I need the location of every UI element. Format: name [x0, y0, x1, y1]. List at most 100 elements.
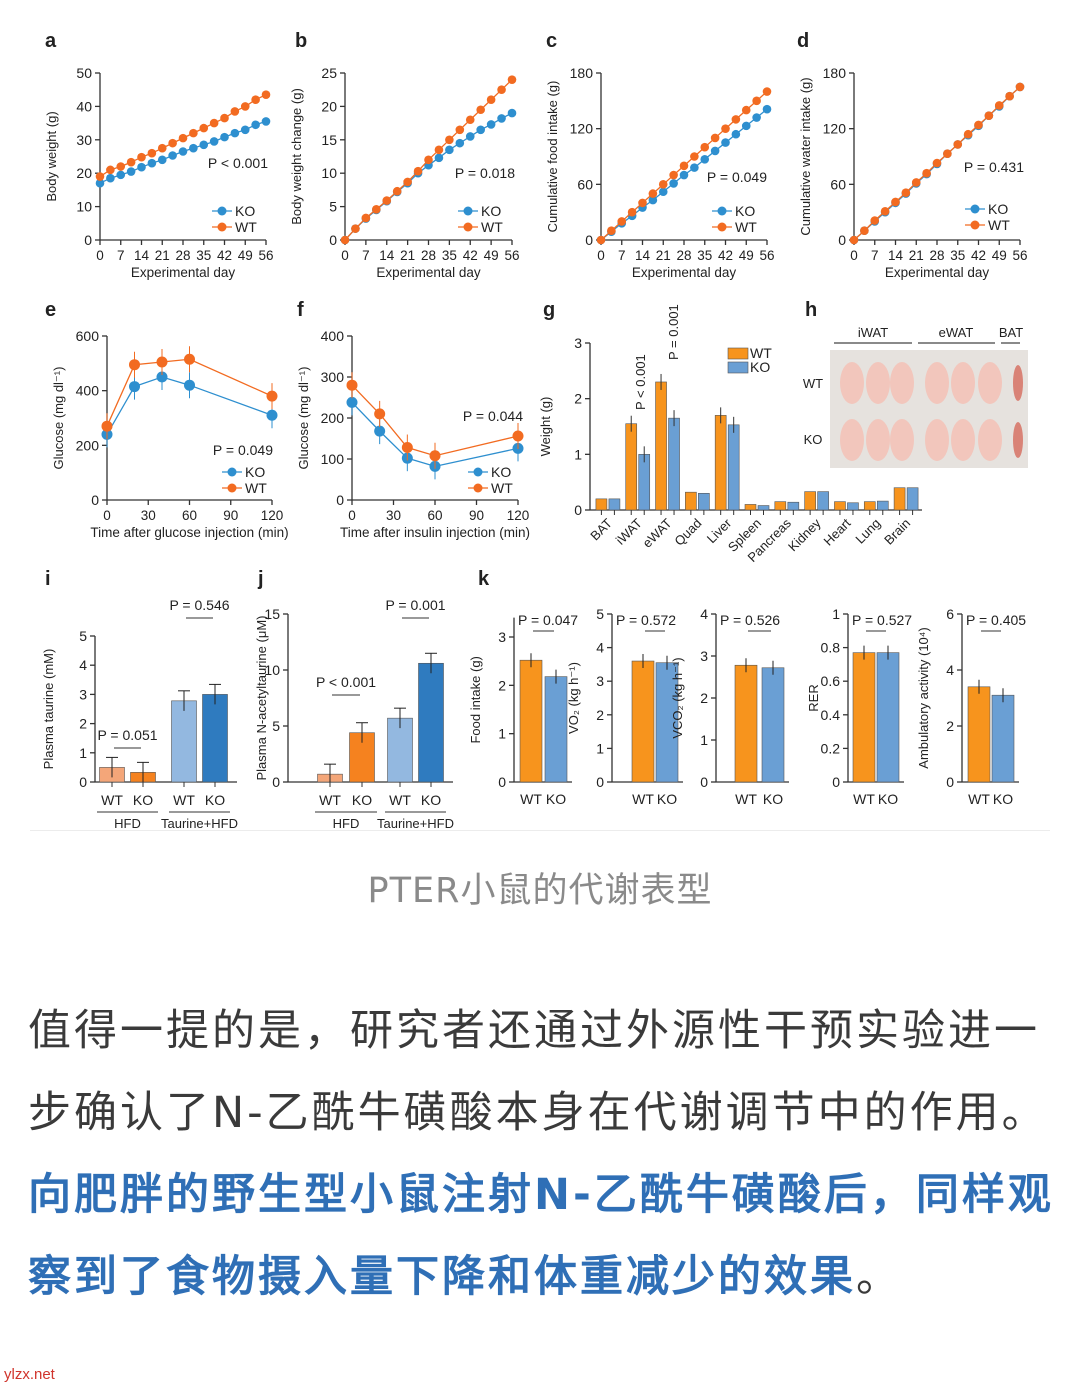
bar-wt — [685, 491, 697, 511]
x-tick-label: KO — [763, 791, 783, 807]
data-point-wt — [445, 135, 454, 145]
y-tick-label: 0 — [832, 774, 840, 790]
data-point-wt — [465, 115, 475, 125]
y-axis-label: Glucose (mg dl⁻¹) — [296, 367, 311, 470]
x-tick-label: WT — [735, 791, 757, 807]
bar-ko — [761, 667, 785, 783]
data-point-ko — [156, 371, 168, 383]
data-point-wt — [731, 115, 741, 124]
y-tick-label: 30 — [76, 132, 92, 148]
data-point-ko — [507, 108, 517, 118]
data-point-ko — [209, 137, 219, 146]
y-axis-label: Ambulatory activity (10⁴) — [916, 627, 931, 768]
data-point-wt — [690, 152, 699, 161]
bar-ko — [991, 694, 1015, 783]
data-point-wt — [627, 207, 637, 217]
x-tick-label: WT — [173, 792, 195, 808]
data-point-wt — [372, 204, 381, 214]
y-tick-label: 6 — [946, 606, 954, 622]
x-tick-label: 21 — [155, 248, 170, 263]
y-tick-label: 0 — [91, 492, 99, 508]
panel-label-k: k — [478, 568, 490, 590]
y-tick-label: 0 — [336, 492, 344, 508]
bar-taurine-hfd-ko — [202, 694, 228, 783]
y-tick-label: 3 — [574, 335, 582, 351]
data-point-ko — [497, 114, 506, 123]
legend-marker-ko — [463, 206, 473, 216]
y-axis-label: Food intake (g) — [468, 656, 483, 743]
data-point-ko — [147, 158, 157, 168]
fat-pad-image — [925, 419, 949, 461]
bar-wt — [967, 686, 991, 783]
x-axis-label: Experimental day — [376, 265, 481, 280]
x-tick-label: 0 — [597, 248, 605, 263]
data-point-wt — [922, 168, 931, 178]
p-value: P = 0.405 — [966, 612, 1026, 628]
legend-marker-wt — [463, 222, 473, 232]
data-point-ko — [731, 129, 741, 139]
x-tick-label: 14 — [134, 248, 150, 263]
x-tick-label: 21 — [656, 248, 671, 263]
data-point-wt — [230, 107, 240, 116]
data-point-wt — [984, 111, 994, 120]
fat-pad-image — [866, 419, 890, 461]
y-tick-label: 1 — [574, 446, 582, 462]
group-label: Taurine+HFD — [377, 816, 454, 830]
data-point-wt — [870, 216, 880, 225]
x-tick-label: Quad — [671, 516, 704, 549]
p-value: P = 0.044 — [463, 408, 523, 424]
x-tick-label: KO — [546, 791, 566, 807]
data-point-ko — [168, 151, 177, 160]
panel-label-e: e — [45, 299, 56, 321]
y-tick-label: 300 — [321, 369, 345, 385]
watermark: ylzx.net — [4, 1366, 55, 1383]
data-point-ko — [199, 140, 209, 150]
data-point-wt — [392, 186, 402, 196]
p-value: P < 0.001 — [316, 674, 376, 690]
x-tick-label: 28 — [676, 248, 691, 263]
data-point-wt — [994, 101, 1004, 110]
data-point-wt — [741, 105, 751, 115]
y-tick-label: 15 — [321, 132, 337, 148]
data-point-wt — [476, 105, 485, 115]
y-tick-label: 400 — [321, 328, 345, 344]
data-point-ko — [455, 138, 465, 148]
fat-pad-image — [978, 419, 1002, 461]
x-tick-label: Lung — [852, 516, 883, 547]
data-point-wt — [943, 149, 952, 159]
legend-marker-wt — [970, 220, 980, 230]
data-point-wt — [156, 356, 168, 368]
y-axis-label: Body weight (g) — [44, 111, 59, 201]
x-tick-label: 7 — [117, 248, 125, 263]
legend-marker-ko — [473, 467, 483, 477]
y-tick-label: 3 — [498, 629, 506, 645]
data-point-wt — [486, 95, 496, 105]
bar-ko — [817, 491, 829, 511]
legend-marker-ko — [717, 206, 727, 216]
legend-label: KO — [245, 464, 265, 480]
data-point-ko — [95, 178, 105, 188]
data-point-wt — [240, 102, 250, 111]
data-point-ko — [178, 147, 188, 156]
x-tick-label: 30 — [386, 508, 401, 523]
data-point-ko — [679, 170, 689, 180]
data-point-wt — [721, 124, 730, 133]
data-point-wt — [106, 165, 115, 175]
y-tick-label: 60 — [577, 176, 593, 192]
x-tick-label: 0 — [341, 248, 349, 263]
x-tick-label: 60 — [182, 508, 197, 523]
y-tick-label: 180 — [570, 65, 594, 81]
y-axis-label: VO₂ (kg h⁻¹) — [566, 662, 581, 734]
x-tick-label: 120 — [261, 508, 284, 523]
y-tick-label: 2 — [79, 716, 87, 732]
y-tick-label: 0 — [498, 774, 506, 790]
y-tick-label: 5 — [272, 718, 280, 734]
x-tick-label: 120 — [507, 508, 530, 523]
y-tick-label: 200 — [76, 437, 100, 453]
y-tick-label: 20 — [321, 98, 337, 114]
x-tick-label: WT — [319, 792, 341, 808]
x-tick-label: 60 — [427, 508, 442, 523]
data-point-wt — [346, 379, 358, 391]
data-point-wt — [178, 133, 188, 143]
bar-ko — [787, 501, 800, 511]
